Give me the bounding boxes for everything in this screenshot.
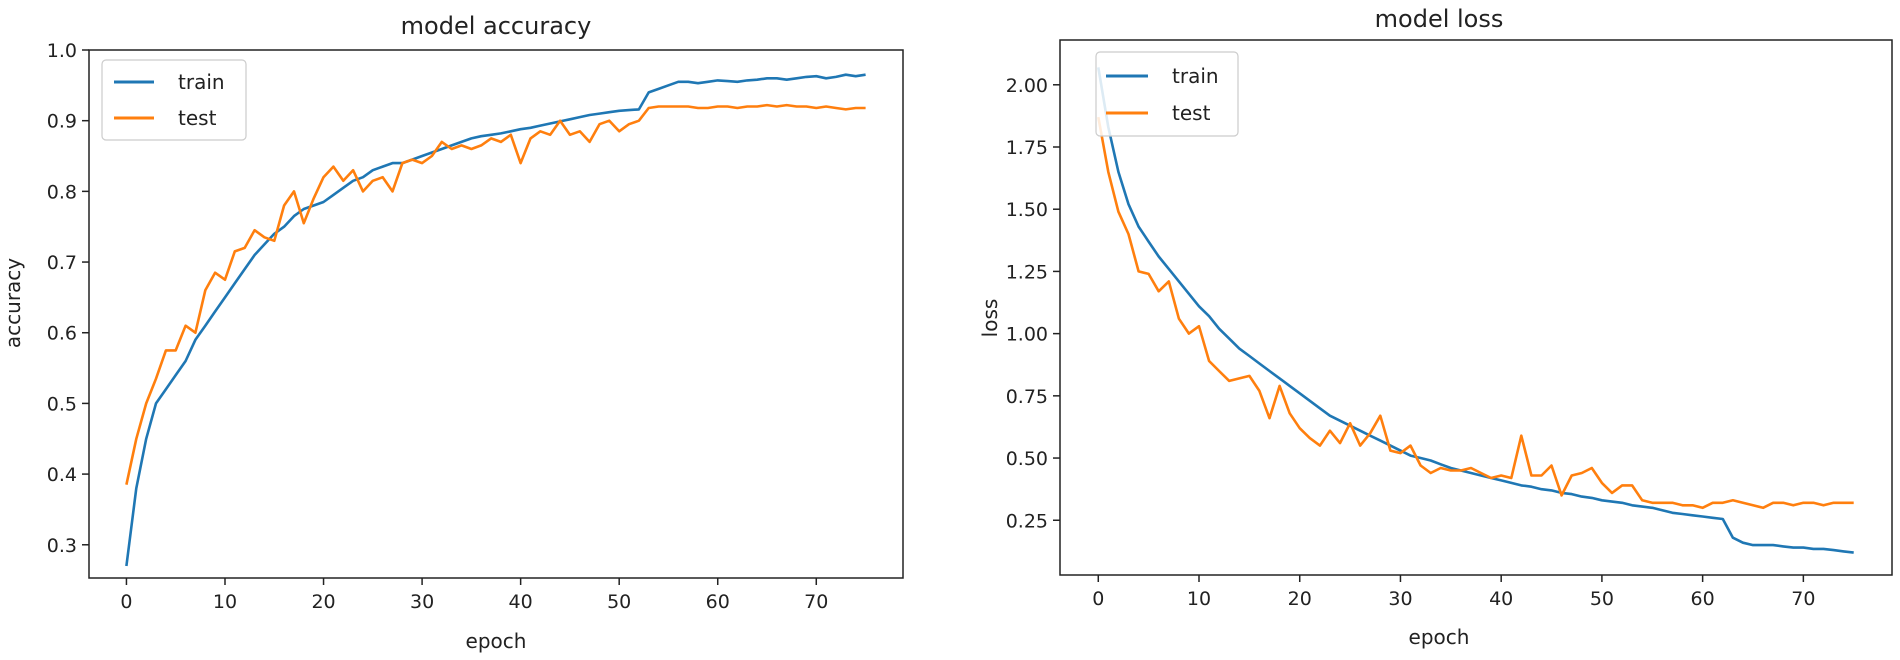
accuracy-plot-area xyxy=(88,49,904,579)
loss-y-tick-label: 1.00 xyxy=(1006,324,1048,346)
loss-x-tick-label: 10 xyxy=(1187,588,1211,610)
accuracy-series-train-line xyxy=(125,73,866,567)
accuracy-y-tick-label: 0.5 xyxy=(47,393,77,415)
accuracy-x-tick-label: 50 xyxy=(607,591,631,613)
accuracy-y-tick-label: 0.9 xyxy=(47,111,77,133)
loss-y-tick-label: 1.25 xyxy=(1006,261,1048,283)
accuracy-y-tick-label: 0.8 xyxy=(47,181,77,203)
accuracy-x-tick-label: 20 xyxy=(311,591,335,613)
loss-series-test-line xyxy=(1097,116,1854,510)
loss-x-ticks: 0 10 20 30 40 50 60 70 xyxy=(1092,575,1815,610)
accuracy-legend: train test xyxy=(101,59,247,141)
accuracy-series-test-line xyxy=(125,103,866,485)
accuracy-y-tick-label: 0.4 xyxy=(47,464,77,486)
loss-y-tick-label: 1.75 xyxy=(1006,137,1048,159)
loss-legend: train test xyxy=(1095,51,1239,137)
loss-x-tick-label: 20 xyxy=(1288,588,1312,610)
loss-legend-frame xyxy=(1095,51,1239,137)
loss-x-tick-label: 40 xyxy=(1489,588,1513,610)
accuracy-legend-frame xyxy=(101,59,247,141)
loss-x-tick-label: 30 xyxy=(1388,588,1412,610)
loss-chart-title: model loss xyxy=(1375,5,1504,33)
loss-y-tick-label: 2.00 xyxy=(1006,75,1048,97)
accuracy-axes-frame xyxy=(88,49,904,579)
accuracy-y-tick-label: 0.6 xyxy=(47,323,77,345)
accuracy-x-tick-label: 0 xyxy=(120,591,132,613)
loss-legend-train-label: train xyxy=(1172,64,1219,88)
loss-x-tick-label: 0 xyxy=(1092,588,1104,610)
loss-y-tick-label: 0.75 xyxy=(1006,386,1048,408)
accuracy-x-tick-label: 70 xyxy=(804,591,828,613)
loss-chart: model loss epoch loss 0 10 20 30 40 50 60 70 0.… xyxy=(978,5,1893,649)
loss-x-tick-label: 70 xyxy=(1791,588,1815,610)
loss-series-train-line xyxy=(1097,67,1854,554)
accuracy-legend-test-label: test xyxy=(178,106,217,130)
accuracy-x-tick-label: 60 xyxy=(706,591,730,613)
accuracy-legend-train-label: train xyxy=(178,70,225,94)
loss-x-tick-label: 50 xyxy=(1590,588,1614,610)
accuracy-y-ticks: 0.3 0.4 0.5 0.6 0.7 0.8 0.9 1.0 xyxy=(47,40,89,557)
loss-y-ticks: 0.25 0.50 0.75 1.00 1.25 1.50 1.75 2.00 xyxy=(1006,75,1060,532)
loss-y-axis-label: loss xyxy=(978,299,1002,338)
loss-axes-frame xyxy=(1059,39,1893,576)
accuracy-y-tick-label: 1.0 xyxy=(47,40,77,62)
accuracy-chart-title: model accuracy xyxy=(401,12,592,40)
loss-legend-test-label: test xyxy=(1172,101,1211,125)
loss-x-tick-label: 60 xyxy=(1691,588,1715,610)
accuracy-y-tick-label: 0.7 xyxy=(47,252,77,274)
accuracy-x-axis-label: epoch xyxy=(466,629,527,653)
loss-plot-area xyxy=(1059,39,1893,576)
accuracy-x-tick-label: 10 xyxy=(213,591,237,613)
loss-y-tick-label: 1.50 xyxy=(1006,199,1048,221)
accuracy-y-axis-label: accuracy xyxy=(1,258,25,348)
accuracy-x-ticks: 0 10 20 30 40 50 60 70 xyxy=(120,578,828,613)
loss-y-tick-label: 0.50 xyxy=(1006,448,1048,470)
accuracy-chart: model accuracy epoch accuracy 0 10 20 30 40 5… xyxy=(1,12,904,653)
loss-x-axis-label: epoch xyxy=(1409,625,1470,649)
loss-y-tick-label: 0.25 xyxy=(1006,510,1048,532)
accuracy-x-tick-label: 40 xyxy=(509,591,533,613)
accuracy-y-tick-label: 0.3 xyxy=(47,535,77,557)
accuracy-x-tick-label: 30 xyxy=(410,591,434,613)
